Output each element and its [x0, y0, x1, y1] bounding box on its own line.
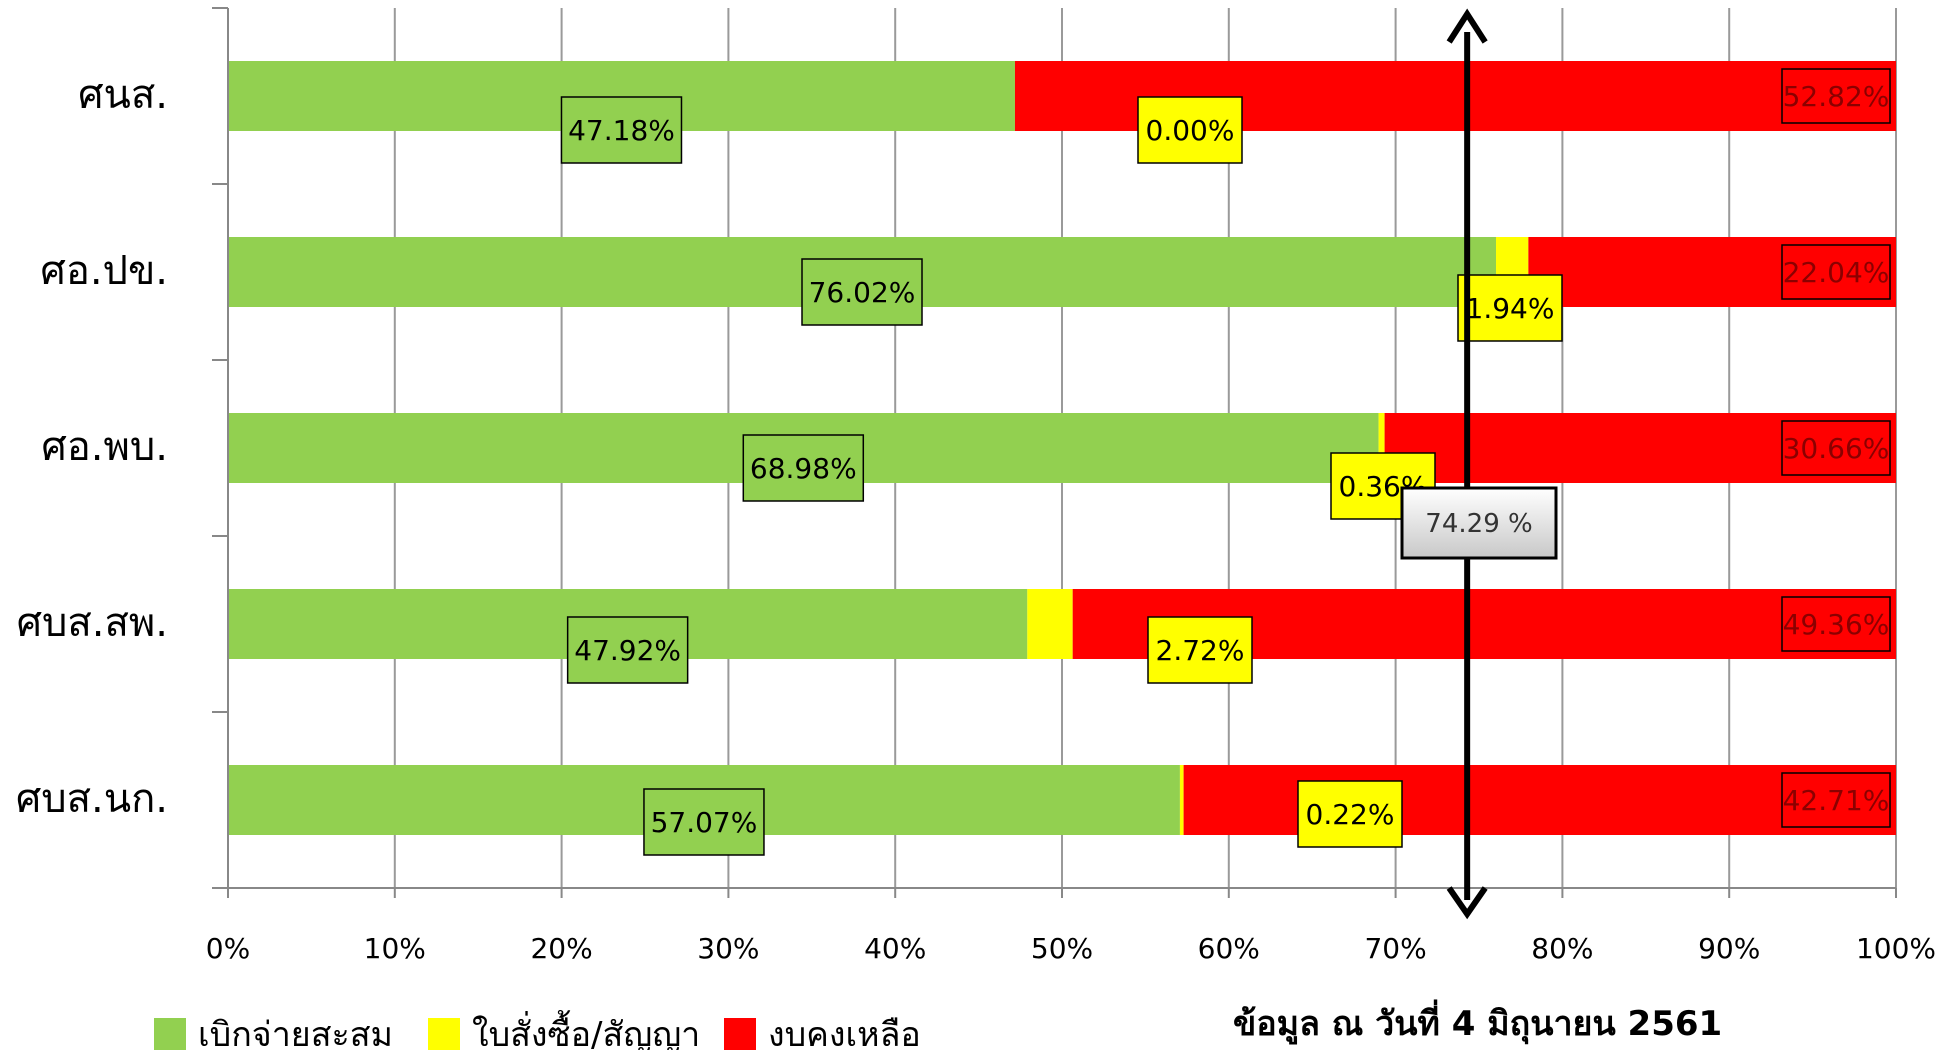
data-label-box — [566, 616, 689, 684]
data-label-box — [801, 258, 923, 326]
target-callout-label: 74.29 % — [1425, 509, 1532, 539]
data-label: 0.22% — [1306, 798, 1395, 831]
data-label-box — [1297, 780, 1403, 848]
data-label: 42.71% — [1783, 784, 1890, 817]
x-tick-label: 30% — [697, 932, 759, 965]
x-tick-label: 10% — [364, 932, 426, 965]
legend-label: เบิกจ่ายสะสม — [198, 1015, 393, 1050]
category-label: ศบส.สพ. — [17, 600, 168, 646]
data-label-box — [643, 788, 765, 856]
target-callout-box — [1400, 486, 1558, 560]
bar-segment — [1027, 589, 1073, 659]
data-label: 47.92% — [574, 634, 681, 667]
data-label-box — [1137, 96, 1243, 164]
x-tick-label: 90% — [1698, 932, 1760, 965]
x-tick-label: 60% — [1198, 932, 1260, 965]
x-tick-label: 20% — [530, 932, 592, 965]
data-label-box — [1457, 274, 1563, 342]
legend: เบิกจ่ายสะสม ใบสั่งซื้อ/สัญญา งบคงเหลือ — [154, 1010, 921, 1050]
data-label-box — [1781, 68, 1891, 124]
axes: 0% 10% 20% 30% 40% 50% 60% 70% 80% 90% 100% ศนส. ศอ.… — [16, 7, 1936, 965]
data-label-box — [1781, 772, 1891, 828]
category-label: ศนส. — [78, 72, 168, 118]
legend-swatch — [154, 1018, 186, 1050]
data-label: 30.66% — [1783, 432, 1890, 465]
data-label: 57.07% — [651, 806, 758, 839]
legend-swatch — [428, 1018, 460, 1050]
target-marker: 74.29 % — [1400, 8, 1558, 920]
bar-segment — [1179, 765, 1184, 835]
category-label: ศบส.นก. — [16, 776, 168, 822]
data-date-note: ข้อมูล ณ วันที่ 4 มิถุนายน 2561 — [1233, 999, 1722, 1045]
category-label: ศอ.ปข. — [40, 248, 168, 294]
data-label: 22.04% — [1783, 256, 1890, 289]
legend-label: ใบสั่งซื้อ/สัญญา — [472, 1010, 700, 1050]
data-label: 2.72% — [1156, 634, 1245, 667]
bar-segment — [1378, 413, 1385, 483]
x-tick-label: 80% — [1531, 932, 1593, 965]
data-label-box — [1781, 244, 1891, 300]
data-label: 76.02% — [809, 276, 916, 309]
data-label-box — [1147, 616, 1253, 684]
data-label-box — [742, 434, 865, 502]
data-label: 0.00% — [1146, 114, 1235, 147]
data-label: 1.94% — [1466, 292, 1555, 325]
x-tick-label: 70% — [1364, 932, 1426, 965]
legend-label: งบคงเหลือ — [768, 1015, 921, 1050]
data-label: 47.18% — [568, 114, 675, 147]
data-label: 52.82% — [1783, 80, 1890, 113]
x-tick-label: 0% — [206, 932, 250, 965]
arrow-down-icon — [1446, 886, 1488, 920]
x-tick-label: 50% — [1031, 932, 1093, 965]
category-label: ศอ.พบ. — [41, 424, 168, 470]
x-tick-label: 100% — [1856, 932, 1936, 965]
data-label: 49.36% — [1783, 608, 1890, 641]
data-label: 68.98% — [750, 452, 857, 485]
data-label-box — [1781, 420, 1891, 476]
data-labels: 47.18% 0.00% 52.82% 76.02% 1.94% 22.04% 68.98%… — [560, 68, 1891, 856]
arrow-up-icon — [1446, 8, 1488, 44]
data-label-box — [1781, 596, 1891, 652]
legend-swatch — [724, 1018, 756, 1050]
data-label-box — [560, 96, 683, 164]
x-tick-label: 40% — [864, 932, 926, 965]
